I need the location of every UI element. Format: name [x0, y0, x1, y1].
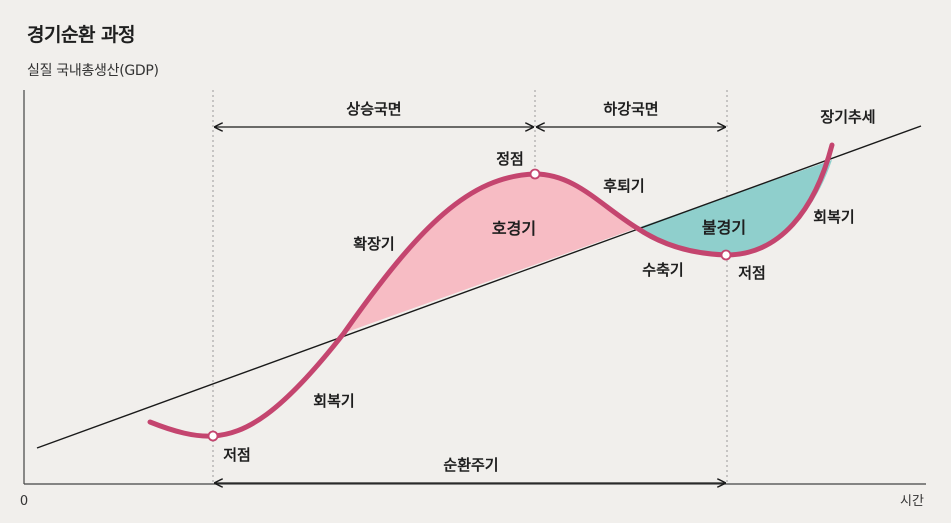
trough-right-marker [720, 249, 732, 261]
recovery-left-label: 회복기 [313, 392, 354, 410]
slump-label: 불경기 [702, 218, 746, 237]
peak-label: 정점 [496, 150, 524, 168]
boom-region [344, 174, 637, 333]
upswing-label: 상승국면 [346, 100, 401, 118]
recovery-right-label: 회복기 [813, 208, 854, 226]
cycle-label: 순환주기 [443, 456, 498, 474]
trend-line [36, 125, 922, 449]
origin-label: 0 [20, 494, 28, 509]
peak-marker [529, 168, 541, 180]
trough-left-label: 저점 [223, 446, 251, 464]
downswing-label: 하강국면 [603, 100, 658, 118]
x-axis-label: 시간 [900, 494, 924, 509]
recession-label: 후퇴기 [603, 177, 644, 195]
trend-label: 장기추세 [820, 108, 875, 126]
boom-label: 호경기 [492, 219, 536, 238]
contraction-label: 수축기 [642, 261, 683, 279]
diagram-title: 경기순환 과정 [27, 24, 136, 46]
expansion-label: 확장기 [353, 235, 394, 253]
trough-right-label: 저점 [738, 264, 766, 282]
y-axis-label: 실질 국내총생산(GDP) [27, 63, 159, 79]
trough-left-marker [207, 430, 219, 442]
